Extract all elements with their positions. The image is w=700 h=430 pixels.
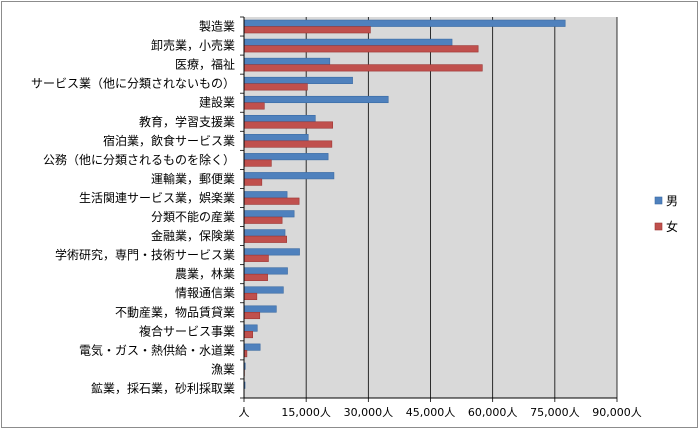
bar-male xyxy=(243,19,566,27)
bar-female xyxy=(243,102,265,110)
bar-male xyxy=(243,114,316,123)
bar-female xyxy=(243,254,269,262)
bar-female xyxy=(243,121,333,129)
category-label: 電気・ガス・熱供給・水道業 xyxy=(79,342,235,357)
category-label: 公務（他に分類されるものを除く） xyxy=(43,152,235,167)
bar-male xyxy=(243,248,300,256)
legend: 男女 xyxy=(654,194,678,234)
legend-label: 女 xyxy=(666,219,678,234)
x-tick-label: 90,000人 xyxy=(592,406,642,419)
x-tick-labels: 人 15,000人 30,000人 45,000人 60,000人 75,000人 90,0… xyxy=(239,406,642,419)
category-label: 宿泊業，飲食サービス業 xyxy=(103,133,235,148)
bar-male xyxy=(243,324,258,332)
bar-male xyxy=(243,38,453,46)
bar-female xyxy=(243,216,283,224)
bar-male xyxy=(243,343,261,351)
x-tick-label: 75,000人 xyxy=(530,406,580,419)
legend-swatch xyxy=(654,222,663,231)
bar-male xyxy=(243,134,309,142)
bar-female xyxy=(243,64,483,72)
category-label: 金融業，保険業 xyxy=(151,228,235,243)
category-label: 情報通信業 xyxy=(175,286,235,300)
bars xyxy=(243,19,566,396)
bar-male xyxy=(243,286,284,294)
bar-female xyxy=(243,45,479,53)
bar-female xyxy=(243,178,263,186)
category-label: 生活関連サービス業，娯楽業 xyxy=(79,191,235,205)
x-tick-label: 15,000人 xyxy=(281,406,331,419)
bar-female xyxy=(243,140,333,148)
category-label: 医療，福祉 xyxy=(175,57,235,72)
bar-female xyxy=(243,292,258,301)
axes xyxy=(240,16,618,402)
legend-label: 男 xyxy=(666,194,678,208)
bar-male xyxy=(243,191,288,199)
x-tick-label: 30,000人 xyxy=(344,406,394,419)
category-label: 漁業 xyxy=(211,362,235,376)
bar-female xyxy=(243,273,268,281)
x-tick-label: 45,000人 xyxy=(406,406,456,419)
bar-female xyxy=(243,235,287,243)
bar-male xyxy=(243,267,288,275)
bar-male xyxy=(243,153,329,161)
category-label: サービス業（他に分類されないもの） xyxy=(31,77,235,91)
category-label: 農業，林業 xyxy=(175,267,235,281)
bar-male xyxy=(243,57,331,65)
x-tick-label: 人 xyxy=(239,406,250,419)
bar-female xyxy=(243,26,371,34)
bar-female xyxy=(243,159,272,167)
bar-male xyxy=(243,95,389,104)
bar-female xyxy=(243,197,300,205)
category-label: 製造業 xyxy=(199,20,235,34)
category-label: 学術研究，専門・技術サービス業 xyxy=(55,247,235,262)
category-label: 建設業 xyxy=(199,95,235,110)
category-label: 教育，学習支援業 xyxy=(139,114,235,129)
legend-swatch xyxy=(654,196,663,205)
bar-male xyxy=(243,210,295,218)
bar-male xyxy=(243,76,353,84)
category-label: 分類不能の産業 xyxy=(151,209,235,224)
category-label: 卸売業，小売業 xyxy=(151,38,235,53)
category-label: 運輸業，郵便業 xyxy=(151,171,235,186)
bar-male xyxy=(243,229,286,237)
category-label: 複合サービス事業 xyxy=(139,323,235,338)
bar-female xyxy=(243,331,254,339)
category-label: 不動産業，物品賃貸業 xyxy=(115,304,235,319)
category-label: 鉱業，採石業，砂利採取業 xyxy=(91,380,235,395)
bar-male xyxy=(243,305,277,313)
bar-female xyxy=(243,311,261,320)
bar-male xyxy=(243,172,335,180)
bar-female xyxy=(243,83,308,91)
x-tick-label: 60,000人 xyxy=(468,406,518,419)
